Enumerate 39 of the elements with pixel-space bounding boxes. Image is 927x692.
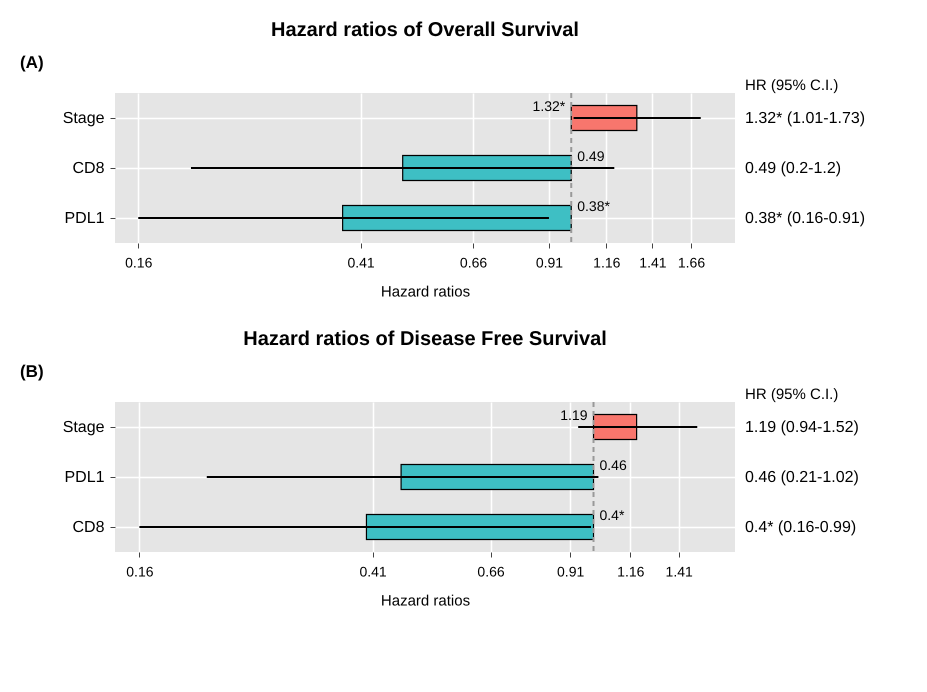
data-label: 0.49 — [577, 148, 605, 164]
y-tick-label: CD8 — [72, 160, 105, 177]
text: 0.46 (0.21-1.02) — [745, 469, 859, 486]
y-tick-label: Stage — [62, 419, 105, 436]
x-tick-label: 1.66 — [678, 254, 706, 270]
text: 1.32* (1.01-1.73) — [745, 110, 866, 127]
x-tick-label: 1.16 — [617, 564, 645, 580]
data-label: 0.38* — [577, 198, 610, 214]
data-label: 1.32* — [532, 98, 566, 114]
chart-title: Hazard ratios of Overall Survival — [271, 19, 579, 41]
text: HR (95% C.I.) — [745, 386, 838, 403]
text: (A) — [20, 53, 44, 72]
x-tick-label: 0.16 — [126, 564, 154, 580]
x-tick-label: 1.41 — [639, 254, 667, 270]
chart-title: Hazard ratios of Disease Free Survival — [243, 328, 607, 350]
data-label: 0.46 — [600, 457, 627, 473]
text: (B) — [20, 362, 44, 381]
x-tick-label: 0.66 — [460, 254, 488, 270]
x-tick-label: 0.91 — [557, 564, 584, 580]
x-tick-label: 1.41 — [666, 564, 693, 580]
data-label: 1.19 — [560, 407, 588, 423]
y-tick-label: CD8 — [72, 519, 105, 536]
text: 0.49 (0.2-1.2) — [745, 160, 842, 177]
text: 0.38* (0.16-0.91) — [745, 210, 866, 227]
y-tick-label: PDL1 — [64, 469, 105, 486]
x-tick-label: 0.41 — [347, 254, 375, 270]
y-tick-label: Stage — [62, 110, 105, 127]
data-label: 0.4* — [600, 507, 625, 523]
x-tick-label: 1.16 — [593, 254, 621, 270]
text: HR (95% C.I.) — [745, 77, 838, 94]
x-tick-label: 0.66 — [477, 564, 505, 580]
text: 1.19 (0.94-1.52) — [745, 419, 859, 436]
y-tick-label: PDL1 — [64, 210, 105, 227]
x-tick-label: 0.91 — [536, 254, 564, 270]
text: 0.4* (0.16-0.99) — [745, 519, 856, 536]
x-axis-title: Hazard ratios — [380, 592, 470, 610]
x-tick-label: 0.41 — [359, 564, 387, 580]
x-axis-title: Hazard ratios — [380, 284, 470, 300]
x-tick-label: 0.16 — [125, 254, 153, 270]
